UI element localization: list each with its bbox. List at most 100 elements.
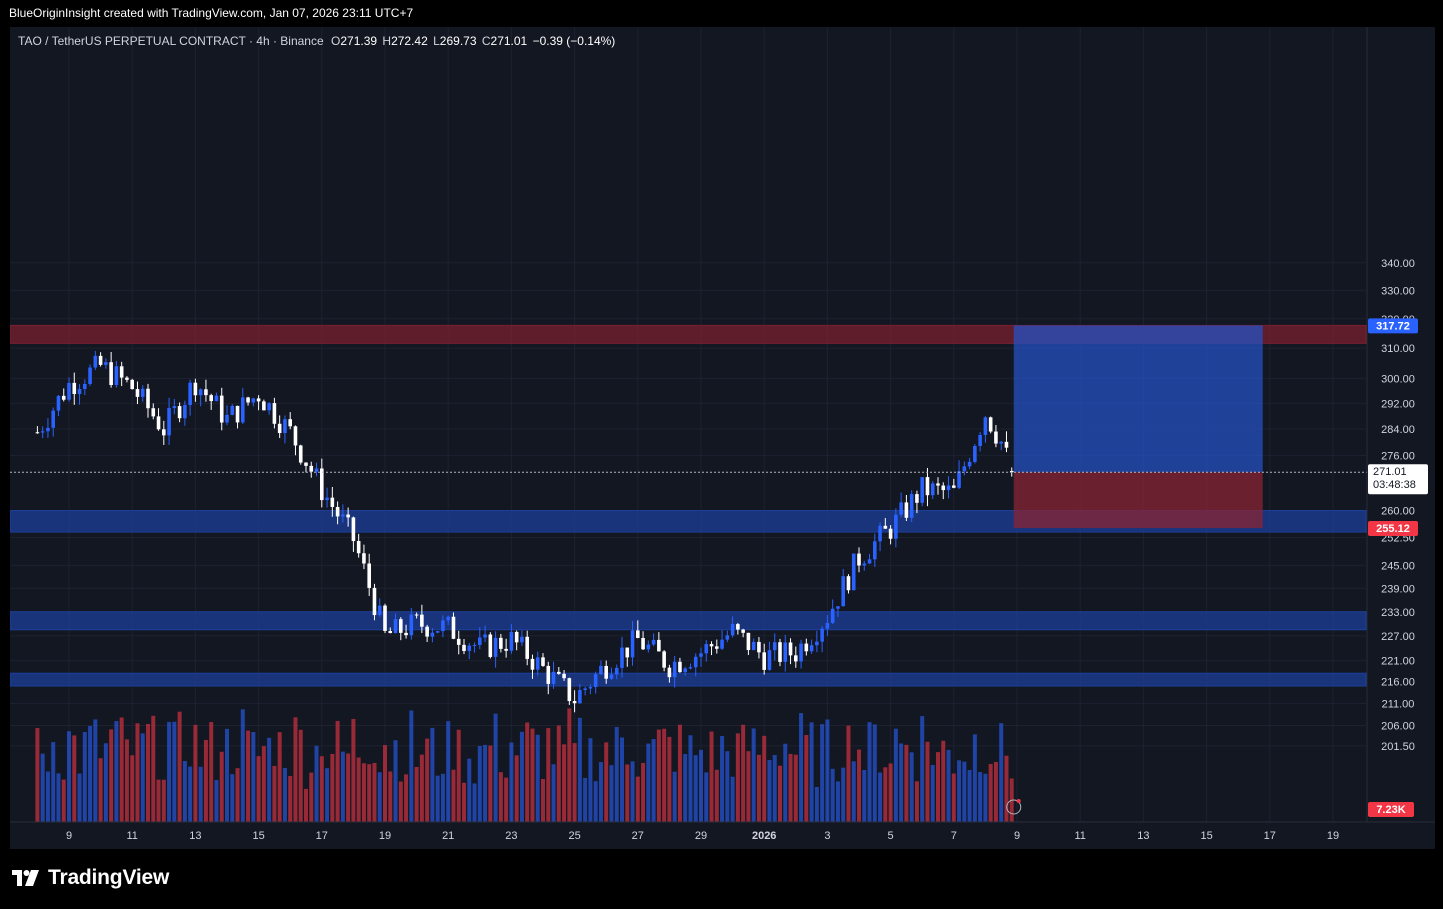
candle-body (314, 468, 319, 472)
candle-body (809, 645, 814, 652)
volume-bar (509, 742, 514, 822)
volume-bar (519, 731, 524, 822)
candle-body (867, 559, 872, 564)
volume-bar (467, 758, 472, 822)
candle-body (267, 403, 271, 411)
volume-bar (593, 781, 598, 822)
volume-bar (335, 720, 340, 822)
close-label: C (481, 34, 491, 48)
volume-bar (188, 766, 193, 822)
candle-body (367, 563, 371, 588)
candlestick-chart[interactable]: 340.00330.00320.00310.00300.00292.00284.… (10, 27, 1435, 849)
candle-body (841, 576, 845, 607)
high-label: H (382, 34, 392, 48)
candle-body (383, 605, 387, 631)
y-tick-label: 206.00 (1381, 720, 1415, 732)
candle-body (967, 461, 972, 467)
volume-bar (551, 764, 556, 822)
candle-body (567, 678, 572, 702)
volume-bar (45, 771, 50, 822)
volume-bar (862, 769, 867, 822)
candle-body (657, 639, 661, 652)
y-tick-label: 340.00 (1381, 258, 1415, 270)
candle-body (952, 485, 956, 488)
candle-body (320, 468, 324, 501)
candle-body (77, 388, 82, 395)
volume-bar (899, 743, 904, 822)
x-tick-label: 2026 (752, 830, 776, 842)
candle-body (404, 632, 408, 636)
candle-body (830, 608, 835, 623)
candle-body (288, 419, 292, 427)
candle-body (593, 674, 598, 688)
volume-bar (978, 772, 983, 822)
volume-bar (735, 733, 740, 822)
candle-body (198, 389, 203, 396)
volume-bar (193, 724, 198, 822)
candle-body (546, 665, 551, 684)
candle-body (988, 417, 993, 432)
volume-bar (135, 723, 140, 822)
volume-bar (182, 761, 187, 822)
volume-bar (235, 768, 240, 822)
candle-body (894, 514, 898, 539)
candle-body (825, 622, 830, 629)
x-tick-label: 7 (951, 830, 957, 842)
candle-body (272, 403, 277, 424)
volume-bar (704, 772, 709, 822)
volume-bar (114, 721, 119, 822)
candle-body (230, 405, 235, 415)
candle-body (751, 641, 756, 651)
tradingview-logo[interactable]: TradingView (12, 866, 169, 890)
candle-body (420, 614, 424, 627)
volume-bar (588, 738, 593, 822)
volume-bar (77, 773, 82, 822)
candle-body (177, 406, 182, 419)
candle-body (957, 471, 961, 488)
candle-body (56, 395, 61, 411)
change-value: −0.39 (−0.14%) (532, 34, 616, 48)
x-tick-label: 17 (316, 830, 328, 842)
candle-body (219, 395, 224, 423)
chart-area[interactable]: 340.00330.00320.00310.00300.00292.00284.… (10, 27, 1435, 849)
volume-bar (409, 710, 414, 822)
candle-body (309, 465, 314, 472)
candle-body (330, 497, 335, 507)
candle-body (583, 688, 587, 691)
candle-body (293, 426, 298, 446)
candle-body (72, 382, 77, 395)
candle-body (946, 485, 951, 491)
x-tick-label: 13 (189, 830, 201, 842)
volume-bar (699, 749, 703, 822)
candle-body (377, 605, 382, 616)
zone-support (10, 611, 1367, 631)
candle-body (388, 630, 393, 634)
candle-body (736, 624, 740, 630)
volume-bar (98, 758, 103, 822)
volume-bar (878, 772, 883, 822)
candle-body (741, 629, 745, 633)
volume-tag: 7.23K (1376, 804, 1405, 816)
volume-bar (930, 764, 935, 822)
volume-bar (972, 734, 977, 822)
candle-body (941, 485, 946, 491)
volume-bar (598, 762, 603, 822)
candle-body (283, 419, 287, 434)
volume-bar (261, 746, 266, 822)
volume-bar (272, 765, 277, 822)
candle-body (51, 410, 55, 428)
last-price-tag-bg (1368, 464, 1428, 495)
volume-bar (946, 749, 951, 822)
volume-bar (936, 752, 940, 822)
x-tick-label: 5 (888, 830, 894, 842)
candle-body (878, 525, 882, 542)
x-tick-label: 13 (1137, 830, 1149, 842)
volume-bar (841, 767, 846, 822)
candle-body (699, 653, 703, 657)
candle-body (588, 687, 593, 689)
candle-body (999, 441, 1003, 444)
candle-body (762, 652, 766, 670)
volume-bar (662, 728, 667, 822)
volume-bar (288, 776, 293, 822)
candle-body (83, 383, 87, 389)
